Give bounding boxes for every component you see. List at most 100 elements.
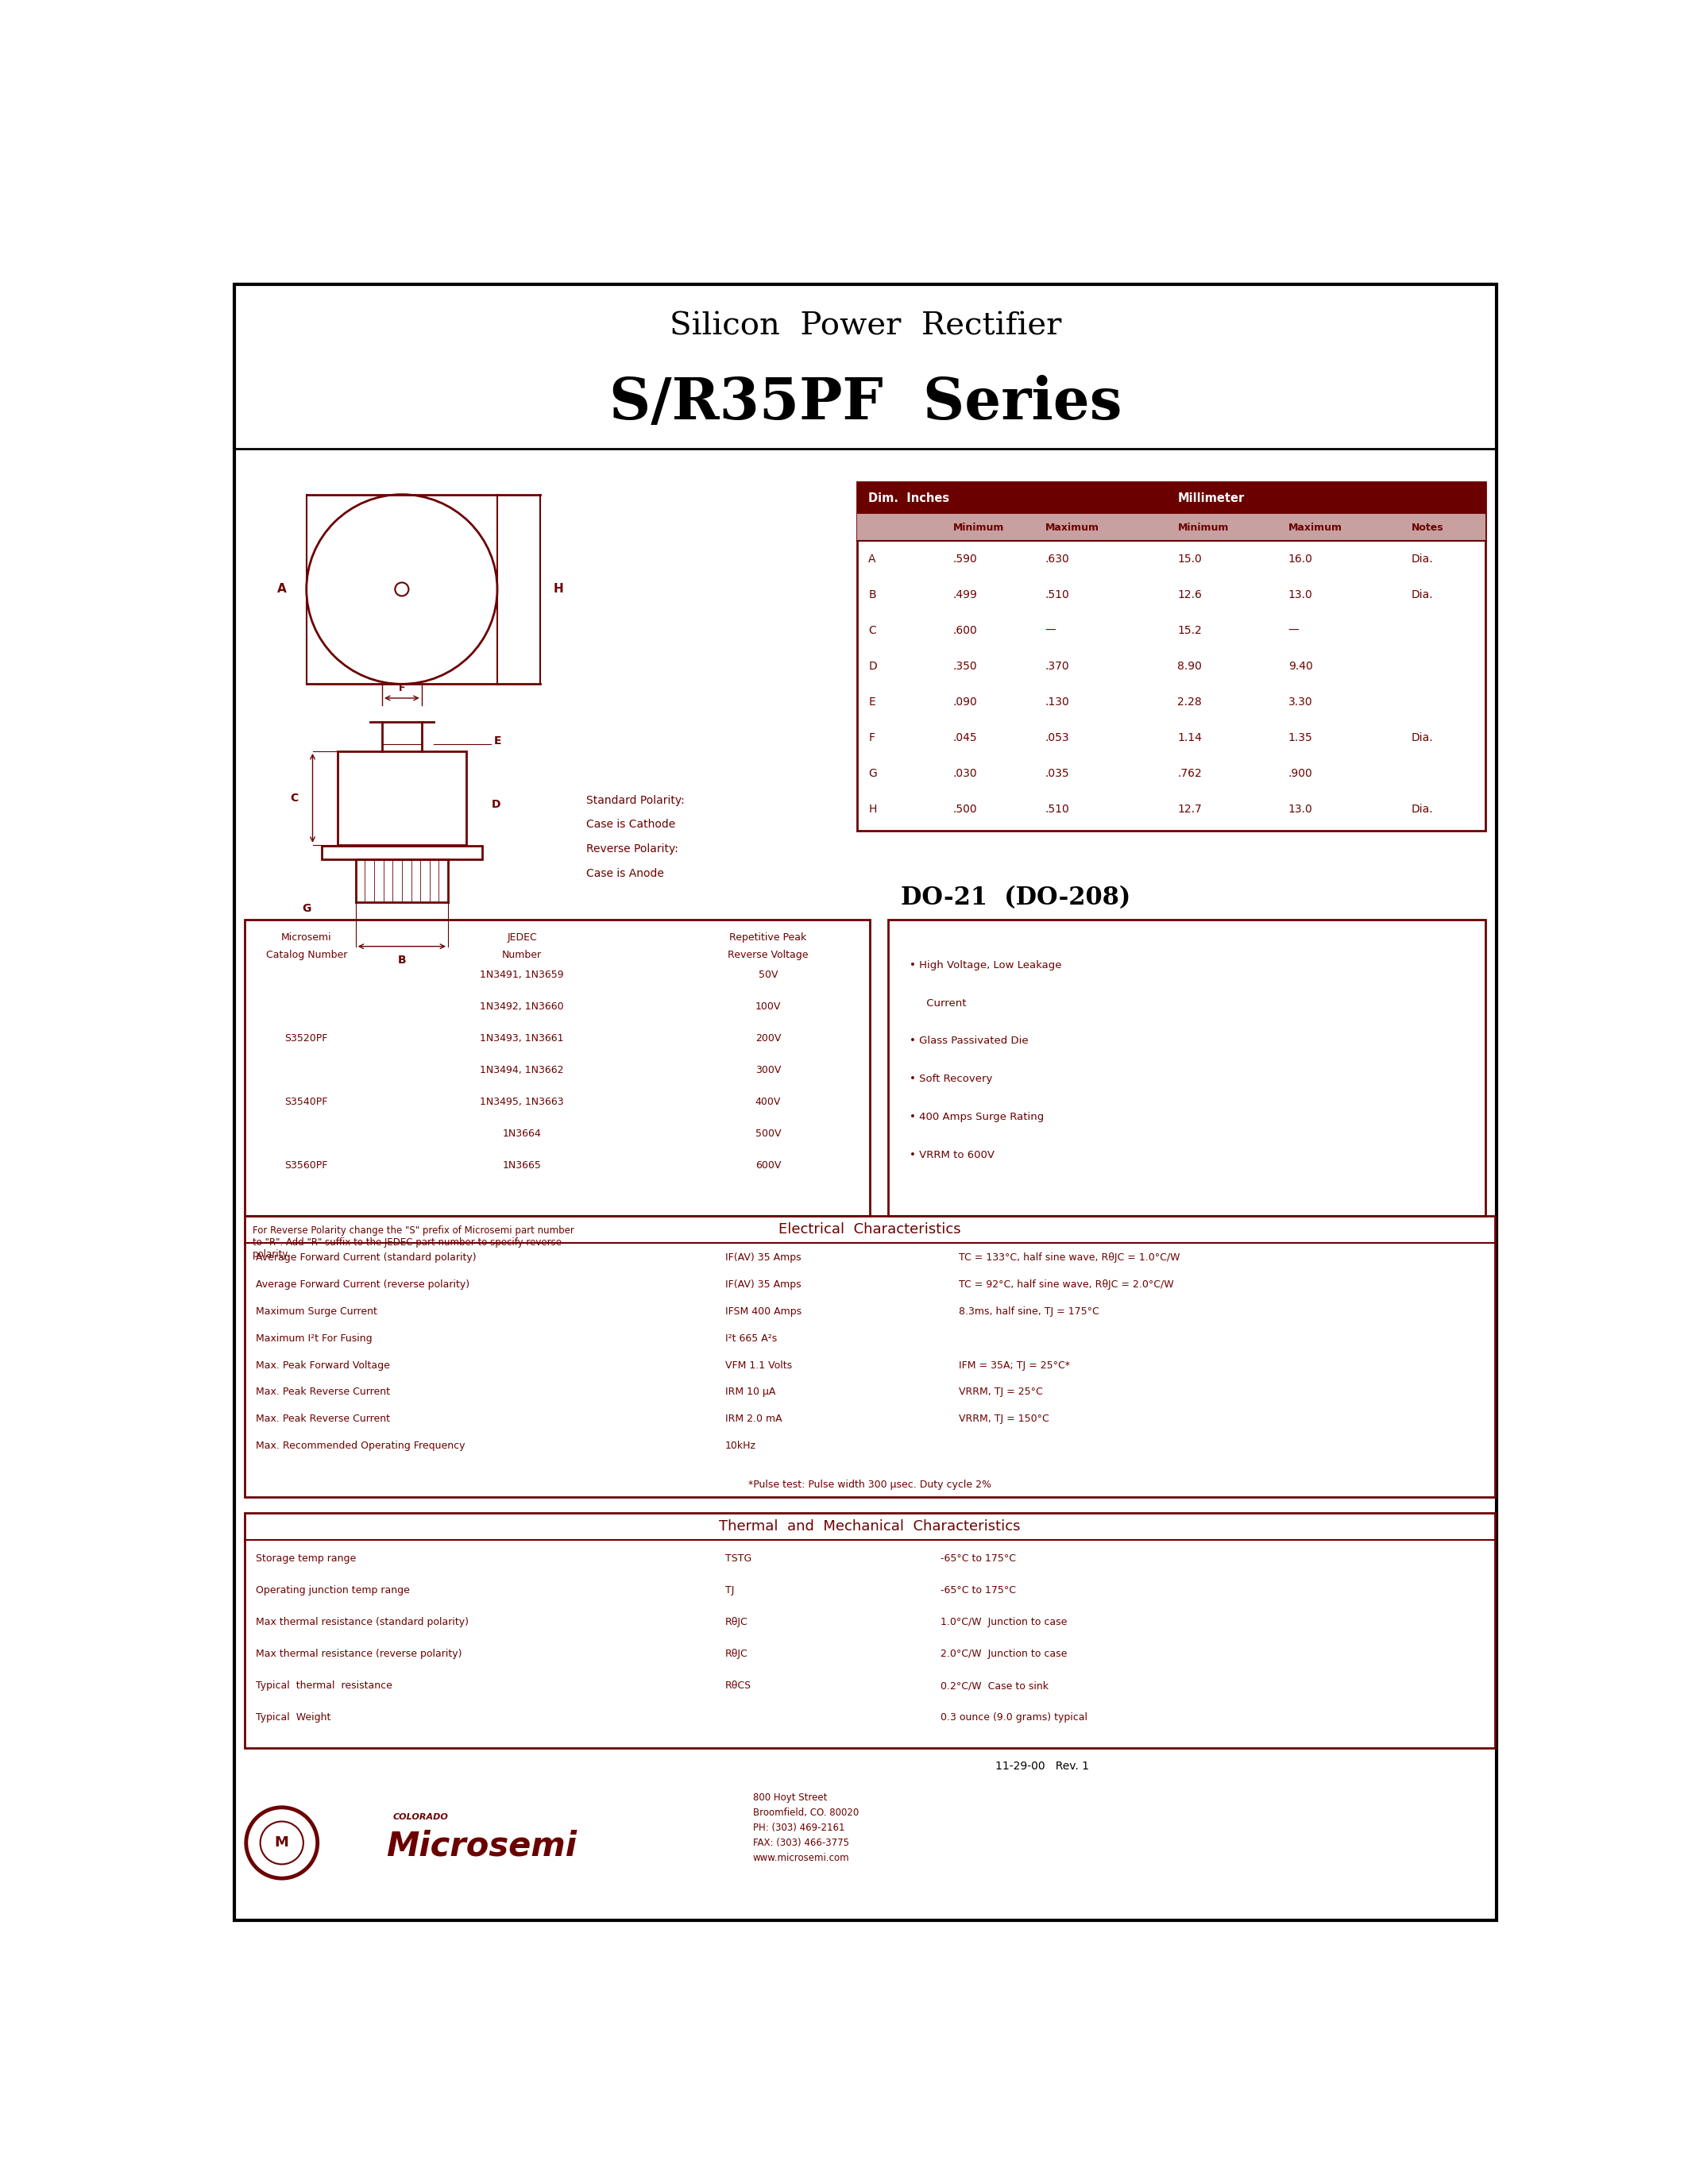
Text: 10kHz: 10kHz [726, 1441, 756, 1450]
Text: VFM 1.1 Volts: VFM 1.1 Volts [726, 1361, 792, 1369]
Text: 1N3665: 1N3665 [503, 1160, 542, 1171]
Text: .510: .510 [1045, 804, 1070, 815]
Text: VRRM, TJ = 25°C: VRRM, TJ = 25°C [959, 1387, 1043, 1398]
Text: Maximum Surge Current: Maximum Surge Current [257, 1306, 378, 1317]
Text: 12.7: 12.7 [1178, 804, 1202, 815]
Text: 1.14: 1.14 [1178, 732, 1202, 743]
Text: 500V: 500V [755, 1129, 782, 1138]
Text: .499: .499 [952, 590, 977, 601]
Text: B: B [398, 954, 407, 965]
Bar [235, 284, 1497, 448]
Text: .590: .590 [952, 553, 977, 563]
Text: Storage temp range: Storage temp range [257, 1553, 356, 1564]
Text: .600: .600 [952, 625, 977, 636]
Text: • Glass Passivated Die: • Glass Passivated Die [910, 1035, 1028, 1046]
Text: Catalog Number: Catalog Number [265, 950, 348, 961]
Text: G: G [302, 902, 311, 915]
Text: Microsemi: Microsemi [282, 933, 331, 943]
Text: S3560PF: S3560PF [285, 1160, 327, 1171]
Text: 0.3 ounce (9.0 grams) typical: 0.3 ounce (9.0 grams) typical [940, 1712, 1087, 1723]
Text: S3520PF: S3520PF [285, 1033, 327, 1044]
Text: Maximum: Maximum [1288, 522, 1342, 533]
Text: Minimum: Minimum [1178, 522, 1229, 533]
Text: 13.0: 13.0 [1288, 590, 1313, 601]
Text: Millimeter: Millimeter [1178, 491, 1244, 505]
Text: Maximum: Maximum [1045, 522, 1099, 533]
Text: 400V: 400V [755, 1096, 782, 1107]
Text: 2.28: 2.28 [1178, 697, 1202, 708]
Text: -65°C to 175°C: -65°C to 175°C [940, 1586, 1016, 1597]
Text: 50V: 50V [758, 970, 778, 981]
Text: D: D [869, 660, 878, 673]
Text: • 400 Amps Surge Rating: • 400 Amps Surge Rating [910, 1112, 1045, 1123]
Text: 0.2°C/W  Case to sink: 0.2°C/W Case to sink [940, 1679, 1048, 1690]
Text: 3.30: 3.30 [1288, 697, 1313, 708]
Text: Dia.: Dia. [1411, 804, 1433, 815]
Text: Current: Current [910, 998, 967, 1009]
Bar [322, 845, 481, 860]
Text: —: — [1288, 625, 1300, 636]
Text: Max. Peak Forward Voltage: Max. Peak Forward Voltage [257, 1361, 390, 1369]
Text: Max thermal resistance (reverse polarity): Max thermal resistance (reverse polarity… [257, 1649, 463, 1660]
Text: .053: .053 [1045, 732, 1070, 743]
Text: *Pulse test: Pulse width 300 μsec. Duty cycle 2%: *Pulse test: Pulse width 300 μsec. Duty … [748, 1481, 991, 1489]
Text: Number: Number [501, 950, 542, 961]
Text: IFSM 400 Amps: IFSM 400 Amps [726, 1306, 802, 1317]
Text: .510: .510 [1045, 590, 1070, 601]
Text: Reverse Polarity:: Reverse Polarity: [586, 843, 679, 854]
Text: 15.2: 15.2 [1178, 625, 1202, 636]
Text: Silicon  Power  Rectifier: Silicon Power Rectifier [670, 312, 1062, 341]
Text: 15.0: 15.0 [1178, 553, 1202, 563]
Text: 13.0: 13.0 [1288, 804, 1313, 815]
Text: • VRRM to 600V: • VRRM to 600V [910, 1149, 994, 1160]
Text: .762: .762 [1178, 769, 1202, 780]
Text: 8.3ms, half sine, TJ = 175°C: 8.3ms, half sine, TJ = 175°C [959, 1306, 1099, 1317]
Text: Dia.: Dia. [1411, 732, 1433, 743]
Text: 100V: 100V [755, 1000, 782, 1011]
Bar [245, 919, 869, 1216]
Text: Repetitive Peak: Repetitive Peak [729, 933, 807, 943]
Text: Thermal  and  Mechanical  Characteristics: Thermal and Mechanical Characteristics [719, 1518, 1021, 1533]
Text: 1N3495, 1N3663: 1N3495, 1N3663 [479, 1096, 564, 1107]
Bar [858, 483, 1485, 830]
Text: I²t 665 A²s: I²t 665 A²s [726, 1332, 776, 1343]
Text: JEDEC: JEDEC [506, 933, 537, 943]
Text: —: — [1045, 625, 1057, 636]
Text: -65°C to 175°C: -65°C to 175°C [940, 1553, 1016, 1564]
Text: 1N3491, 1N3659: 1N3491, 1N3659 [479, 970, 564, 981]
Bar [338, 751, 466, 845]
Text: 800 Hoyt Street
Broomfield, CO. 80020
PH: (303) 469-2161
FAX: (303) 466-3775
www: 800 Hoyt Street Broomfield, CO. 80020 PH… [753, 1793, 859, 1863]
Text: F: F [398, 684, 405, 695]
Text: H: H [869, 804, 876, 815]
Text: • High Voltage, Low Leakage: • High Voltage, Low Leakage [910, 961, 1062, 970]
Text: For Reverse Polarity change the "S" prefix of Microsemi part number
to "R". Add : For Reverse Polarity change the "S" pref… [252, 1225, 574, 1260]
Text: C: C [869, 625, 876, 636]
Text: .130: .130 [1045, 697, 1070, 708]
Text: IF(AV) 35 Amps: IF(AV) 35 Amps [726, 1251, 802, 1262]
Text: .030: .030 [952, 769, 977, 780]
Text: 2.0°C/W  Junction to case: 2.0°C/W Junction to case [940, 1649, 1067, 1660]
Text: 1.0°C/W  Junction to case: 1.0°C/W Junction to case [940, 1616, 1067, 1627]
Text: Average Forward Current (standard polarity): Average Forward Current (standard polari… [257, 1251, 476, 1262]
Text: E: E [495, 736, 501, 747]
Text: 1N3492, 1N3660: 1N3492, 1N3660 [479, 1000, 564, 1011]
Text: COLORADO: COLORADO [393, 1813, 447, 1821]
Text: Maximum I²t For Fusing: Maximum I²t For Fusing [257, 1332, 373, 1343]
Text: F: F [869, 732, 874, 743]
Text: 16.0: 16.0 [1288, 553, 1313, 563]
Text: H: H [554, 583, 564, 596]
Text: E: E [869, 697, 876, 708]
Text: Case is Cathode: Case is Cathode [586, 819, 675, 830]
Text: Max. Peak Reverse Current: Max. Peak Reverse Current [257, 1413, 390, 1424]
Text: 1N3664: 1N3664 [503, 1129, 542, 1138]
Text: .035: .035 [1045, 769, 1070, 780]
Text: Dia.: Dia. [1411, 590, 1433, 601]
Text: TC = 133°C, half sine wave, RθJC = 1.0°C/W: TC = 133°C, half sine wave, RθJC = 1.0°C… [959, 1251, 1180, 1262]
Text: C: C [290, 793, 299, 804]
Text: .500: .500 [952, 804, 977, 815]
Text: DO-21  (DO-208): DO-21 (DO-208) [900, 887, 1131, 911]
Text: 8.90: 8.90 [1178, 660, 1202, 673]
Text: .370: .370 [1045, 660, 1070, 673]
Text: .900: .900 [1288, 769, 1313, 780]
Text: Typical  thermal  resistance: Typical thermal resistance [257, 1679, 393, 1690]
